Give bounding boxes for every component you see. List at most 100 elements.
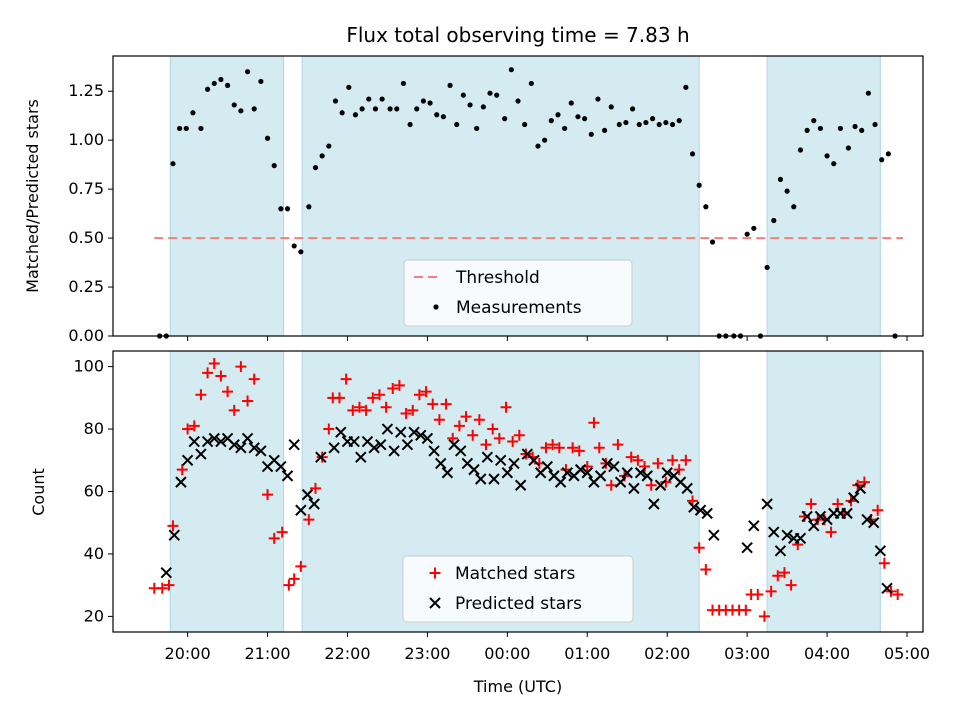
- predicted-point-71: [641, 470, 653, 482]
- measurement-point-90: [764, 264, 770, 271]
- matched-point-90: [752, 589, 764, 601]
- predicted-point-28: [355, 451, 367, 463]
- measurement-point-95: [797, 147, 804, 153]
- matched-point-29: [347, 404, 359, 416]
- measurement-point-12: [238, 108, 244, 114]
- matched-point-35: [387, 382, 399, 394]
- predicted-point-31: [375, 438, 387, 451]
- matched-point-47: [467, 429, 479, 441]
- measurement-point-10: [224, 82, 231, 88]
- predicted-point-83: [748, 520, 760, 532]
- measurement-point-8: [211, 80, 217, 87]
- matched-point-79: [680, 454, 692, 466]
- measurement-point-98: [817, 125, 824, 132]
- measurement-point-103: [852, 123, 858, 130]
- matched-point-25: [323, 423, 335, 435]
- matched-point-92: [765, 585, 777, 597]
- matched-point-31: [360, 404, 372, 416]
- measurement-point-78: [683, 84, 689, 90]
- predicted-point-100: [867, 517, 880, 529]
- measurement-point-17: [271, 163, 277, 169]
- measurement-point-47: [474, 125, 480, 132]
- bottom-shaded-interval-0: [169, 350, 285, 633]
- matched-point-38: [407, 404, 419, 416]
- matched-point-109: [878, 557, 890, 569]
- bottom-y-tick-label-3: 80: [84, 419, 104, 438]
- matched-point-28: [340, 373, 352, 385]
- predicted-point-61: [574, 463, 587, 476]
- predicted-point-96: [841, 507, 853, 520]
- predicted-point-64: [594, 470, 607, 482]
- bottom-y-tick-label-0: 20: [84, 606, 104, 625]
- matched-point-69: [612, 439, 624, 451]
- matched-point-71: [625, 451, 637, 463]
- predicted-point-101: [874, 545, 887, 557]
- measurement-point-54: [522, 121, 528, 128]
- measurement-point-28: [346, 84, 352, 90]
- matched-point-12: [228, 404, 240, 416]
- measurement-point-26: [332, 98, 339, 104]
- matched-point-81: [693, 542, 705, 554]
- matched-point-108: [872, 504, 884, 516]
- predicted-point-69: [628, 482, 640, 495]
- matched-point-42: [433, 414, 445, 426]
- measurement-point-55: [528, 80, 534, 87]
- measurement-point-24: [319, 153, 325, 159]
- matched-point-15: [248, 373, 260, 385]
- measurement-point-93: [784, 188, 790, 194]
- predicted-point-70: [634, 467, 647, 479]
- predicted-point-66: [608, 460, 620, 473]
- matched-point-75: [652, 457, 664, 469]
- matched-point-17: [268, 532, 280, 544]
- predicted-point-43: [455, 445, 467, 457]
- measurement-point-94: [791, 204, 797, 210]
- x-tick-label-1: 21:00: [244, 644, 290, 663]
- measurement-point-37: [407, 121, 413, 128]
- top-y-tick-label-5: 1.25: [68, 81, 104, 100]
- measurement-point-92: [777, 176, 784, 182]
- measurement-point-35: [394, 106, 400, 112]
- measurement-point-49: [487, 90, 493, 96]
- predicted-point-97: [848, 492, 860, 504]
- matched-point-3: [167, 520, 179, 532]
- measurement-point-34: [387, 106, 393, 112]
- measurement-point-87: [744, 231, 750, 237]
- matched-point-63: [573, 445, 585, 457]
- measurement-point-29: [352, 112, 359, 118]
- matched-point-74: [645, 479, 657, 491]
- legend-predicted-swatch: [429, 597, 441, 609]
- measurement-point-9: [218, 76, 224, 83]
- matched-point-66: [593, 442, 605, 454]
- x-tick-label-5: 01:00: [564, 644, 610, 663]
- predicted-point-38: [421, 432, 434, 445]
- predicted-point-92: [814, 510, 827, 523]
- x-tick-label-6: 02:00: [644, 644, 690, 663]
- measurement-point-77: [676, 118, 682, 124]
- predicted-point-5: [195, 448, 207, 460]
- predicted-point-37: [415, 429, 427, 442]
- matched-point-52: [500, 401, 512, 413]
- measurement-point-30: [359, 106, 365, 112]
- matched-point-43: [440, 398, 452, 410]
- measurement-point-61: [568, 100, 574, 106]
- measurement-point-68: [616, 121, 622, 128]
- measurement-point-63: [582, 116, 588, 122]
- top-legend-label-1: Measurements: [456, 298, 582, 318]
- measurement-point-79: [689, 151, 696, 157]
- measurement-point-23: [312, 165, 319, 171]
- measurement-point-101: [837, 125, 844, 132]
- measurement-point-4: [183, 125, 189, 132]
- matched-point-11: [222, 386, 234, 398]
- bottom-y-tick-label-2: 60: [84, 482, 104, 501]
- measurement-point-19: [284, 206, 291, 212]
- bottom-legend-box: [402, 555, 634, 623]
- predicted-point-10: [228, 438, 240, 451]
- predicted-point-50: [501, 467, 514, 479]
- predicted-point-81: [708, 529, 720, 541]
- matched-point-65: [588, 417, 600, 429]
- predicted-point-41: [441, 467, 454, 479]
- measurement-point-16: [264, 135, 271, 141]
- predicted-point-30: [368, 442, 380, 454]
- matched-point-8: [202, 367, 214, 379]
- matched-point-23: [310, 482, 321, 494]
